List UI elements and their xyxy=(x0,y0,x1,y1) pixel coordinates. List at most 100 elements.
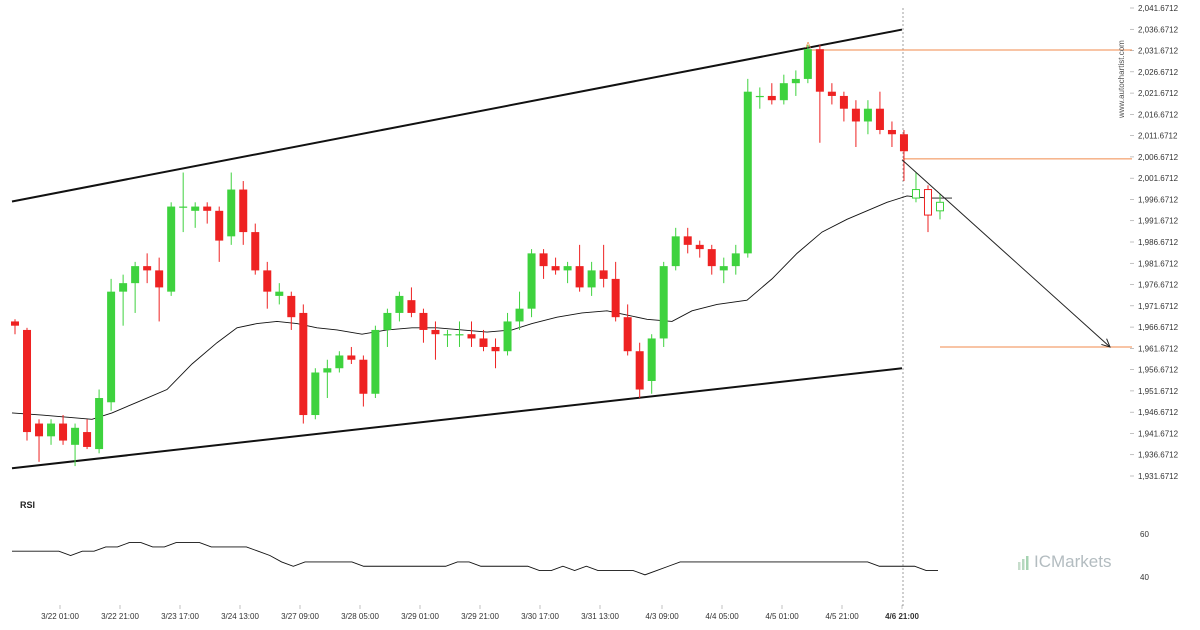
candle xyxy=(911,172,920,203)
candle xyxy=(239,181,248,245)
channel-upper-line xyxy=(11,28,903,203)
candle xyxy=(779,74,788,105)
time-tick-label: 3/27 09:00 xyxy=(281,612,319,621)
candle xyxy=(155,257,164,322)
candle xyxy=(467,321,476,347)
candle xyxy=(287,291,296,330)
candle xyxy=(71,423,80,467)
rsi-tick-label: 40 xyxy=(1140,573,1149,582)
candle xyxy=(599,244,608,288)
time-tick-label: 4/4 05:00 xyxy=(705,612,739,621)
candle xyxy=(23,327,32,441)
price-tick-label: 1,946.6712 xyxy=(1138,408,1179,417)
candle xyxy=(815,44,824,143)
price-tick-label: 2,016.6712 xyxy=(1138,110,1179,119)
candle xyxy=(251,223,260,275)
price-tick-label: 1,976.6712 xyxy=(1138,281,1179,290)
price-tick-label: 1,931.6712 xyxy=(1138,472,1179,481)
candle xyxy=(95,389,104,454)
candle xyxy=(383,308,392,347)
candle xyxy=(791,70,800,96)
candle xyxy=(707,244,716,275)
time-tick-label: 4/5 01:00 xyxy=(765,612,799,621)
moving-average xyxy=(11,195,952,420)
candle xyxy=(503,312,512,356)
time-tick-label: 3/24 13:00 xyxy=(221,612,259,621)
price-tick-label: 2,001.6712 xyxy=(1138,174,1179,183)
price-tick-label: 1,961.6712 xyxy=(1138,344,1179,353)
time-tick-label: 3/22 01:00 xyxy=(41,612,79,621)
candle xyxy=(671,227,680,271)
candle xyxy=(191,202,200,228)
price-tick-label: 2,006.6712 xyxy=(1138,153,1179,162)
candle xyxy=(659,261,668,347)
candle xyxy=(335,351,344,373)
time-tick-label: 3/28 05:00 xyxy=(341,612,379,621)
candle xyxy=(263,261,272,309)
candle xyxy=(539,249,548,279)
candle xyxy=(359,355,368,407)
forecast-arrowhead xyxy=(1101,338,1111,348)
candle xyxy=(143,253,152,284)
channel-lower-line xyxy=(11,367,903,470)
time-tick-label: 4/5 21:00 xyxy=(825,612,859,621)
candle xyxy=(419,308,428,343)
candles xyxy=(11,44,944,467)
candle xyxy=(215,206,224,262)
rsi-panel: RSI 60 40 xyxy=(12,500,1149,582)
price-tick-label: 1,981.6712 xyxy=(1138,259,1179,268)
channel-lines xyxy=(11,28,903,470)
candle xyxy=(11,319,19,335)
candle xyxy=(371,325,380,399)
price-axis: 2,041.6712 2,036.6712 2,031.6712 2,026.6712… xyxy=(1130,4,1179,481)
time-tick-label: 3/30 17:00 xyxy=(521,612,559,621)
price-tick-label: 1,951.6712 xyxy=(1138,387,1179,396)
candle xyxy=(767,83,776,105)
rsi-title: RSI xyxy=(20,500,35,510)
candle xyxy=(563,261,572,284)
candle xyxy=(827,83,836,105)
price-tick-label: 1,971.6712 xyxy=(1138,302,1179,311)
time-tick-label: 3/23 17:00 xyxy=(161,612,199,621)
forecast-arrow-line xyxy=(901,159,1111,348)
brand-prefix: IC xyxy=(1034,552,1051,571)
candle xyxy=(695,240,704,258)
candle xyxy=(611,261,620,322)
candle xyxy=(899,129,908,182)
price-tick-label: 2,011.6712 xyxy=(1138,132,1178,141)
candle xyxy=(107,278,116,411)
rsi-line xyxy=(12,542,938,576)
candle xyxy=(731,244,740,275)
candle xyxy=(923,185,932,233)
candle xyxy=(83,419,92,450)
candle xyxy=(527,249,536,318)
candle xyxy=(803,44,812,84)
level-lines: A xyxy=(805,41,1132,348)
time-tick-label: 3/29 21:00 xyxy=(461,612,499,621)
candle xyxy=(35,419,44,462)
candle xyxy=(275,283,284,305)
candle xyxy=(755,87,764,109)
candle xyxy=(587,261,596,296)
candle xyxy=(887,121,896,148)
candle xyxy=(131,261,140,313)
candle xyxy=(347,346,356,364)
price-tick-label: 1,991.6712 xyxy=(1138,217,1179,226)
watermark-text: www.autochartist.com xyxy=(1117,40,1126,119)
candle xyxy=(635,342,644,399)
candle xyxy=(443,329,452,347)
candle xyxy=(683,227,692,254)
candle xyxy=(395,291,404,322)
candle xyxy=(647,334,656,394)
price-tick-label: 1,936.6712 xyxy=(1138,451,1179,460)
moving-average-line xyxy=(11,195,952,420)
price-tick-label: 2,036.6712 xyxy=(1138,25,1179,34)
price-tick-label: 2,031.6712 xyxy=(1138,47,1179,56)
candle xyxy=(479,329,488,352)
candle xyxy=(743,78,752,258)
candle xyxy=(851,100,860,148)
rsi-tick-label: 60 xyxy=(1140,530,1149,539)
candle xyxy=(719,257,728,284)
candle xyxy=(875,91,884,135)
price-tick-label: 1,966.6712 xyxy=(1138,323,1179,332)
